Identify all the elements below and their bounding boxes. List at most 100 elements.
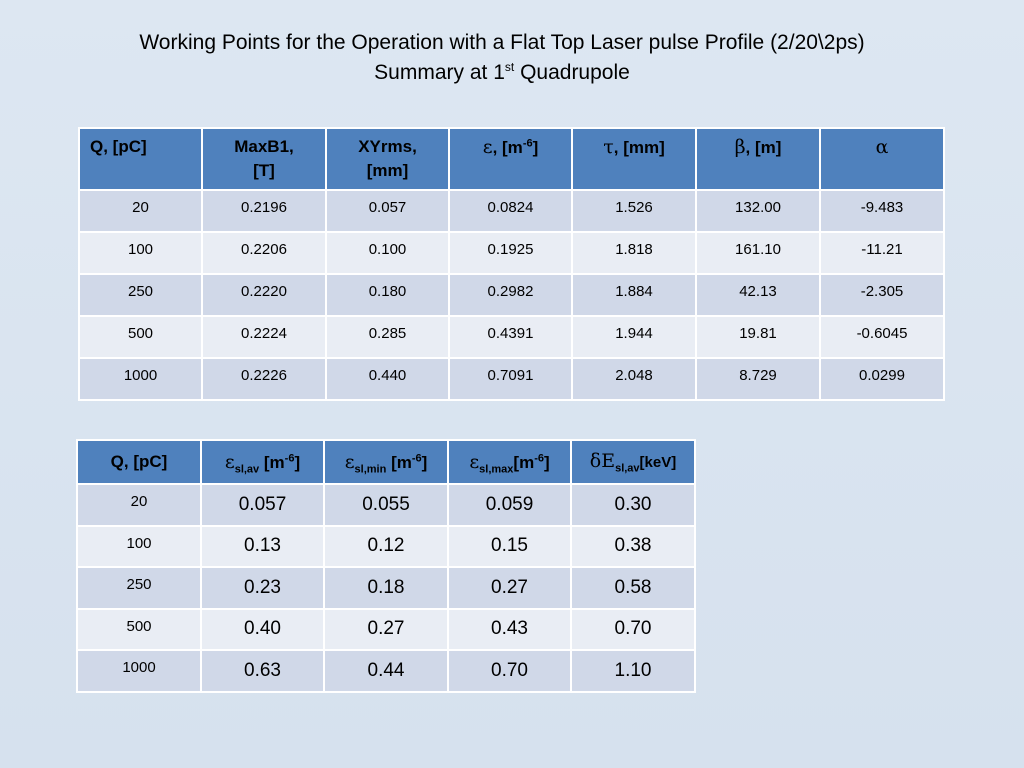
table-cell: 0.059 (447, 483, 572, 527)
table-cell: 0.27 (447, 566, 572, 610)
table-cell: 0.285 (325, 315, 450, 359)
header-xyrms: XYrms, [mm] (325, 127, 450, 191)
kev-unit: [keV] (639, 454, 677, 471)
header-tau: τ, [mm] (571, 127, 697, 191)
header-alpha: α (819, 127, 945, 191)
table-cell: 0.440 (325, 357, 450, 401)
table-cell: 250 (76, 566, 202, 610)
table-header-row: Q, [pC] MaxB1, [T] XYrms, [mm] ε, [m-6] τ,… (78, 127, 945, 191)
epsilon-symbol: ε (344, 450, 355, 473)
table-cell: 1.10 (570, 649, 696, 693)
table-cell: 0.2206 (201, 231, 327, 275)
unit-open: [m (386, 452, 412, 472)
working-points-table: Q, [pC] MaxB1, [T] XYrms, [mm] ε, [m-6] τ,… (78, 127, 945, 401)
table-cell: -9.483 (819, 189, 945, 233)
table-row: 20 0.057 0.055 0.059 0.30 (76, 483, 696, 527)
header-maxb1-line2: [T] (253, 161, 275, 180)
header-eps-unit: , [m (492, 138, 523, 157)
header-maxb1-line1: MaxB1, (234, 137, 294, 156)
table-cell: 19.81 (695, 315, 821, 359)
header-emittance: ε, [m-6] (448, 127, 573, 191)
epsilon-symbol: ε (482, 136, 493, 158)
table-row: 1000 0.2226 0.440 0.7091 2.048 8.729 0.0… (78, 357, 945, 401)
table-cell: 20 (78, 189, 203, 233)
table-cell: 0.057 (325, 189, 450, 233)
subscript-sl-min: sl,min (354, 462, 387, 475)
table-cell: 1.818 (571, 231, 697, 275)
alpha-symbol: α (875, 136, 889, 158)
table-row: 250 0.2220 0.180 0.2982 1.884 42.13 -2.3… (78, 273, 945, 317)
table-cell: 100 (78, 231, 203, 275)
header-xyrms-line1: XYrms, (358, 137, 417, 156)
table-cell: 0.0824 (448, 189, 573, 233)
table-cell: 0.40 (200, 607, 325, 651)
table-cell: 1.884 (571, 273, 697, 317)
header-eps-unit-close: ] (532, 138, 539, 157)
header-beta: β, [m] (695, 127, 821, 191)
header-xyrms-line2: [mm] (366, 161, 409, 180)
header-eps-sl-min: εsl,min [m-6] (323, 439, 449, 485)
table-cell: 0.13 (200, 524, 325, 568)
table-cell: 1.944 (571, 315, 697, 359)
delta-e-symbol: δE (589, 450, 616, 472)
table-cell: 0.4391 (448, 315, 573, 359)
title-superscript: st (504, 60, 515, 74)
header-q: Q, [pC] (76, 439, 202, 485)
slide-title-line1: Working Points for the Operation with a … (139, 31, 865, 54)
table-cell: 0.2224 (201, 315, 327, 359)
table-cell: 0.2982 (448, 273, 573, 317)
table-cell: 161.10 (695, 231, 821, 275)
table-cell: 100 (76, 524, 202, 568)
table-cell: 0.100 (325, 231, 450, 275)
epsilon-symbol: ε (224, 450, 235, 473)
header-eps-sl-max: εsl,max[m-6] (447, 439, 572, 485)
header-delta-e-sl-av: δEsl,av[keV] (570, 439, 696, 485)
subscript-sl-av: sl,av (234, 462, 260, 475)
table-cell: 500 (78, 315, 203, 359)
table-row: 20 0.2196 0.057 0.0824 1.526 132.00 -9.4… (78, 189, 945, 233)
table-cell: 8.729 (695, 357, 821, 401)
table-cell: 0.44 (323, 649, 449, 693)
table-cell: 250 (78, 273, 203, 317)
table-cell: 0.2226 (201, 357, 327, 401)
slide-title-line2: Summary at 1st Quadrupole (0, 58, 1004, 88)
header-q-label: Q, [pC] (110, 452, 168, 471)
table-cell: -0.6045 (819, 315, 945, 359)
beta-symbol: β (734, 136, 746, 158)
unit-open: [m (259, 452, 285, 472)
header-maxb1: MaxB1, [T] (201, 127, 327, 191)
table-cell: 0.38 (570, 524, 696, 568)
table-row: 250 0.23 0.18 0.27 0.58 (76, 566, 696, 610)
table-cell: -11.21 (819, 231, 945, 275)
table-cell: 0.1925 (448, 231, 573, 275)
table-cell: 1000 (76, 649, 202, 693)
table-cell: 0.43 (447, 607, 572, 651)
table-row: 500 0.2224 0.285 0.4391 1.944 19.81 -0.6… (78, 315, 945, 359)
table-cell: 0.7091 (448, 357, 573, 401)
header-tau-unit: , [mm] (613, 138, 665, 157)
table-cell: 0.0299 (819, 357, 945, 401)
table-header-row: Q, [pC] εsl,av [m-6] εsl,min [m-6] εsl,m… (76, 439, 696, 485)
table-cell: 2.048 (571, 357, 697, 401)
table-cell: 0.58 (570, 566, 696, 610)
table-cell: 0.70 (447, 649, 572, 693)
unit-close: ] (294, 452, 301, 472)
table-row: 500 0.40 0.27 0.43 0.70 (76, 607, 696, 651)
epsilon-symbol: ε (469, 450, 480, 473)
header-eps-sl-av: εsl,av [m-6] (200, 439, 325, 485)
slice-emittance-table: Q, [pC] εsl,av [m-6] εsl,min [m-6] εsl,m… (76, 439, 696, 693)
table-cell: 0.27 (323, 607, 449, 651)
unit-sup: -6 (411, 451, 422, 464)
table-cell: 0.12 (323, 524, 449, 568)
unit-sup: -6 (534, 451, 544, 464)
table-cell: 0.15 (447, 524, 572, 568)
header-q-label: Q, [pC] (90, 137, 147, 156)
table-cell: 0.2220 (201, 273, 327, 317)
unit-sup: -6 (284, 451, 295, 464)
table-cell: 42.13 (695, 273, 821, 317)
table-cell: 0.2196 (201, 189, 327, 233)
table-cell: 1000 (78, 357, 203, 401)
tau-symbol: τ (603, 136, 614, 158)
table-cell: 132.00 (695, 189, 821, 233)
unit-open: [m (513, 452, 535, 472)
